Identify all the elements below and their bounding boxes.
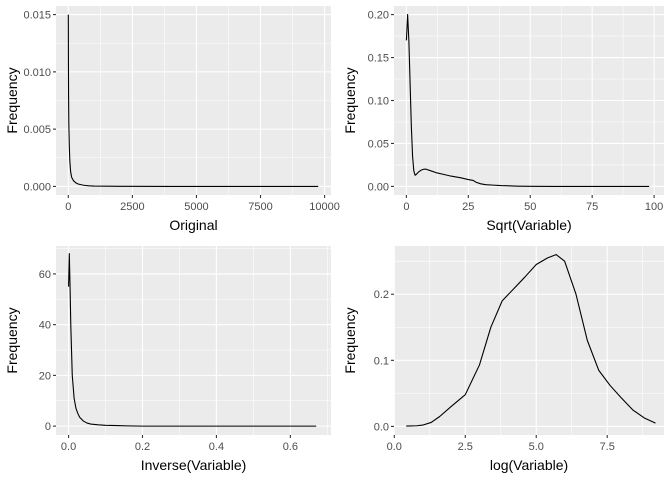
log-x-tick-label: 7.5	[600, 441, 615, 453]
original-x-tick-label: 2500	[120, 201, 144, 213]
log-density-line	[406, 254, 656, 427]
sqrt-density-line	[405, 14, 650, 187]
original-x-axis-title: Original	[169, 217, 217, 233]
sqrt-y-tick-label: 0.10	[368, 96, 389, 108]
inverse-y-tick-label: 60	[39, 269, 51, 281]
original-y-tick-label: 0.015	[23, 10, 51, 22]
sqrt-y-tick-label: 0.05	[368, 138, 389, 150]
inverse-density-line	[68, 253, 317, 427]
sqrt-y-tick-label: 0.15	[368, 53, 389, 65]
original-x-tick-label: 0	[65, 201, 71, 213]
log-x-tick-label: 5.0	[529, 441, 544, 453]
sqrt-x-tick-label: 100	[645, 201, 663, 213]
panel-inverse: 0.0 0.2 0.4 0.6 0 20 40 60 Inverse(Variable) Freq…	[4, 246, 331, 473]
panel-original: 0 2500 5000 7500 10000 0.000 0.005 0.010 0.015 Or…	[4, 6, 340, 233]
sqrt-y-tick-label: 0.20	[368, 10, 389, 22]
inverse-x-axis-title: Inverse(Variable)	[141, 457, 247, 473]
original-y-axis-title: Frequency	[4, 67, 20, 133]
inverse-x-tick-label: 0.0	[61, 441, 76, 453]
original-x-tick-label: 7500	[248, 201, 272, 213]
log-panel-background	[394, 246, 664, 435]
original-y-tick-label: 0.010	[23, 67, 51, 79]
log-y-tick-label: 0.1	[374, 355, 389, 367]
original-x-tick-label: 10000	[309, 201, 340, 213]
sqrt-x-tick-label: 75	[586, 201, 598, 213]
sqrt-x-tick-label: 0	[403, 201, 409, 213]
sqrt-x-tick-label: 25	[462, 201, 474, 213]
sqrt-y-axis-title: Frequency	[342, 67, 358, 133]
inverse-y-tick-label: 0	[45, 421, 51, 433]
panel-sqrt: 0 25 50 75 100 0.00 0.05 0.10 0.15 0.20 Sqrt(Varia…	[342, 6, 664, 233]
original-density-line	[67, 14, 319, 187]
sqrt-x-tick-label: 50	[524, 201, 536, 213]
original-y-tick-label: 0.000	[23, 181, 51, 193]
panel-log: 0.0 2.5 5.0 7.5 0.0 0.1 0.2 log(Variable) Freque…	[342, 246, 664, 473]
inverse-x-tick-label: 0.4	[209, 441, 224, 453]
log-x-tick-label: 2.5	[458, 441, 473, 453]
inverse-y-tick-label: 40	[39, 320, 51, 332]
log-x-tick-label: 0.0	[387, 441, 402, 453]
inverse-x-tick-label: 0.2	[135, 441, 150, 453]
inverse-panel-background	[56, 246, 331, 435]
sqrt-x-axis-title: Sqrt(Variable)	[486, 217, 571, 233]
log-x-axis-title: log(Variable)	[490, 457, 568, 473]
inverse-x-tick-label: 0.6	[283, 441, 298, 453]
log-y-tick-label: 0.0	[374, 421, 389, 433]
inverse-y-axis-title: Frequency	[4, 307, 20, 373]
log-y-axis-title: Frequency	[342, 307, 358, 373]
sqrt-y-tick-label: 0.00	[368, 181, 389, 193]
log-y-tick-label: 0.2	[374, 289, 389, 301]
original-x-tick-label: 5000	[184, 201, 208, 213]
original-y-tick-label: 0.005	[23, 124, 51, 136]
inverse-y-tick-label: 20	[39, 370, 51, 382]
